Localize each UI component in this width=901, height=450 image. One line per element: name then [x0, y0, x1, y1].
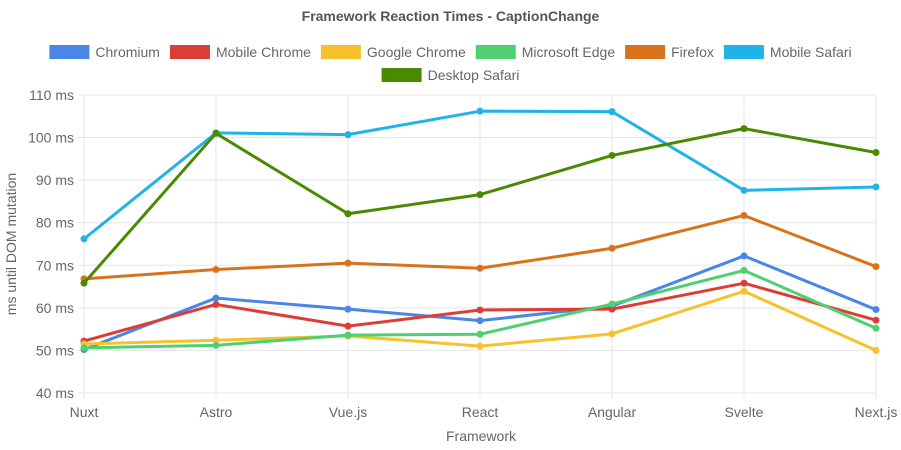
data-point [344, 259, 352, 267]
legend-item-microsoft-edge[interactable]: Microsoft Edge [475, 44, 616, 60]
legend-item-firefox[interactable]: Firefox [625, 44, 714, 60]
data-point [476, 107, 484, 115]
legend-label: Desktop Safari [428, 67, 520, 83]
data-point [608, 244, 616, 252]
legend-swatch [49, 45, 90, 59]
legend-item-chromium[interactable]: Chromium [49, 44, 160, 60]
gridlines [78, 94, 877, 399]
legend-swatch [625, 45, 666, 59]
data-point [872, 263, 880, 271]
data-point [872, 324, 880, 332]
series-lines [80, 107, 880, 354]
data-point [212, 336, 220, 344]
series-desktop-safari [80, 125, 880, 287]
data-point [344, 322, 352, 330]
data-point [344, 131, 352, 139]
legend-item-mobile-chrome[interactable]: Mobile Chrome [169, 44, 311, 60]
data-point [872, 346, 880, 354]
data-point [608, 300, 616, 308]
legend-label: Mobile Safari [770, 44, 852, 60]
data-point [608, 108, 616, 116]
legend-label: Chromium [95, 44, 160, 60]
y-axis-title: ms until DOM mutation [3, 173, 19, 315]
data-point [476, 342, 484, 350]
data-point [476, 306, 484, 314]
y-tick-label: 70 ms [36, 257, 74, 273]
data-point [740, 252, 748, 260]
data-point [872, 148, 880, 156]
x-tick-label: Nuxt [70, 404, 99, 420]
data-point [740, 211, 748, 219]
x-tick-label: Angular [588, 404, 637, 420]
y-tick-label: 50 ms [36, 342, 74, 358]
data-point [476, 317, 484, 325]
legend-item-mobile-safari[interactable]: Mobile Safari [723, 44, 852, 60]
legend[interactable]: Chromium Mobile Chrome Google Chrome Micros… [49, 44, 852, 83]
legend-swatch [381, 68, 422, 82]
data-point [476, 330, 484, 338]
y-tick-label: 110 ms [29, 87, 74, 103]
data-point [608, 151, 616, 159]
data-point [740, 125, 748, 133]
data-point [740, 266, 748, 274]
x-tick-label: React [462, 404, 499, 420]
x-tick-label: Astro [200, 404, 233, 420]
y-tick-label: 40 ms [36, 385, 74, 401]
data-point [344, 210, 352, 218]
legend-label: Google Chrome [367, 44, 466, 60]
data-point [872, 183, 880, 191]
data-point [476, 264, 484, 272]
data-point [740, 279, 748, 287]
x-tick-label: Svelte [725, 404, 764, 420]
data-point [212, 341, 220, 349]
legend-swatch [320, 45, 361, 59]
legend-item-google-chrome[interactable]: Google Chrome [320, 44, 466, 60]
legend-label: Mobile Chrome [216, 44, 311, 60]
x-axis-ticks: Nuxt Astro Vue.js React Angular Svelte Next.js [70, 404, 898, 420]
data-point [872, 306, 880, 314]
y-tick-label: 80 ms [36, 215, 74, 231]
legend-swatch [475, 45, 516, 59]
x-tick-label: Next.js [855, 404, 898, 420]
data-point [608, 330, 616, 338]
legend-label: Firefox [671, 44, 714, 60]
legend-swatch [723, 45, 764, 59]
data-point [80, 344, 88, 352]
chart-title: Framework Reaction Times - CaptionChange [302, 8, 600, 24]
data-point [344, 331, 352, 339]
data-point [740, 287, 748, 295]
y-axis-ticks: 40 ms 50 ms 60 ms 70 ms 80 ms 90 ms 100 ms 110 … [28, 87, 74, 401]
y-tick-label: 60 ms [36, 300, 74, 316]
data-point [740, 186, 748, 194]
data-point [212, 266, 220, 274]
legend-label: Microsoft Edge [522, 44, 616, 60]
data-point [872, 316, 880, 324]
data-point [80, 235, 88, 243]
y-tick-label: 100 ms [28, 130, 74, 146]
data-point [80, 279, 88, 287]
data-point [344, 305, 352, 313]
y-tick-label: 90 ms [36, 172, 74, 188]
series-firefox [80, 211, 880, 283]
x-tick-label: Vue.js [329, 404, 367, 420]
data-point [476, 191, 484, 199]
data-point [212, 300, 220, 308]
data-point [212, 294, 220, 302]
series-microsoft-edge [80, 266, 880, 352]
x-axis-title: Framework [446, 428, 517, 444]
legend-item-desktop-safari[interactable]: Desktop Safari [381, 67, 520, 83]
legend-swatch [169, 45, 210, 59]
data-point [608, 305, 616, 313]
data-point [212, 129, 220, 137]
